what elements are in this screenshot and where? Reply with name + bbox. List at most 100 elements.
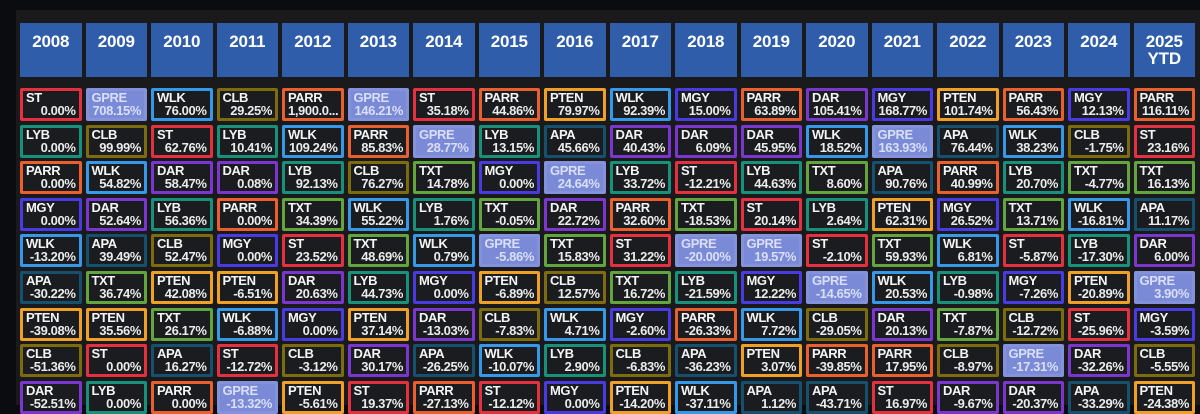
return-cell[interactable]: GPRE 146.21% — [347, 88, 409, 121]
return-cell[interactable]: DAR -13.03% — [413, 307, 475, 341]
return-cell[interactable]: MGY 12.22% — [740, 270, 802, 304]
return-cell[interactable]: PTEN 62.31% — [871, 197, 933, 231]
return-cell[interactable]: LYB -17.30% — [1068, 234, 1130, 268]
return-cell[interactable]: CLB -12.72% — [1002, 307, 1064, 341]
return-cell[interactable]: ST -12.21% — [675, 161, 737, 195]
return-cell[interactable]: DAR -32.26% — [1068, 344, 1130, 378]
return-cell[interactable]: ST 20.14% — [740, 197, 802, 231]
return-cell[interactable]: PARR 0.00% — [216, 197, 278, 231]
return-cell[interactable]: CLB 52.47% — [151, 234, 213, 268]
return-cell[interactable]: TXT 59.93% — [871, 234, 933, 268]
return-cell[interactable]: ST -25.96% — [1068, 307, 1130, 341]
return-cell[interactable]: GPRE -5.86% — [478, 234, 540, 268]
return-cell[interactable]: MGY -3.59% — [1133, 307, 1195, 341]
return-cell[interactable]: PTEN 37.14% — [347, 307, 409, 341]
return-cell[interactable]: MGY 26.52% — [937, 197, 999, 231]
return-cell[interactable]: LYB 2.64% — [806, 197, 868, 231]
return-cell[interactable]: LYB 44.73% — [347, 270, 409, 304]
return-cell[interactable]: MGY 12.13% — [1068, 88, 1130, 121]
return-cell[interactable]: ST -12.12% — [478, 380, 540, 414]
return-cell[interactable]: ST 23.52% — [282, 234, 344, 268]
return-cell[interactable]: APA 11.17% — [1133, 197, 1195, 231]
return-cell[interactable]: PTEN 42.08% — [151, 270, 213, 304]
return-cell[interactable]: CLB -3.12% — [282, 344, 344, 378]
return-cell[interactable]: PTEN -24.38% — [1133, 380, 1195, 414]
return-cell[interactable]: TXT -7.87% — [937, 307, 999, 341]
return-cell[interactable]: LYB 10.41% — [216, 124, 278, 158]
return-cell[interactable]: WLK -10.07% — [478, 344, 540, 378]
return-cell[interactable]: DAR 40.43% — [609, 124, 671, 158]
return-cell[interactable]: TXT 48.69% — [347, 234, 409, 268]
return-cell[interactable]: MGY 15.00% — [675, 88, 737, 121]
return-cell[interactable]: WLK 38.23% — [1002, 124, 1064, 158]
return-cell[interactable]: APA 45.66% — [544, 124, 606, 158]
return-cell[interactable]: DAR 30.17% — [347, 344, 409, 378]
return-cell[interactable]: MGY 0.00% — [413, 270, 475, 304]
return-cell[interactable]: APA 1.12% — [740, 380, 802, 414]
return-cell[interactable]: WLK -16.81% — [1068, 197, 1130, 231]
return-cell[interactable]: PARR 17.95% — [871, 344, 933, 378]
return-cell[interactable]: GPRE 708.15% — [85, 88, 147, 121]
return-cell[interactable]: PARR 56.43% — [1002, 88, 1064, 121]
return-cell[interactable]: MGY -2.60% — [609, 307, 671, 341]
return-cell[interactable]: GPRE -17.31% — [1002, 344, 1064, 378]
return-cell[interactable]: WLK 54.82% — [85, 161, 147, 195]
return-cell[interactable]: ST 16.97% — [871, 380, 933, 414]
return-cell[interactable]: CLB -1.75% — [1068, 124, 1130, 158]
return-cell[interactable]: CLB -6.83% — [609, 344, 671, 378]
return-cell[interactable]: MGY 168.77% — [871, 88, 933, 121]
return-cell[interactable]: APA 39.49% — [85, 234, 147, 268]
return-cell[interactable]: MGY -7.26% — [1002, 270, 1064, 304]
return-cell[interactable]: LYB 0.00% — [20, 124, 82, 158]
return-cell[interactable]: WLK 109.24% — [282, 124, 344, 158]
return-cell[interactable]: LYB 44.63% — [740, 161, 802, 195]
return-cell[interactable]: ST 0.00% — [20, 88, 82, 121]
return-cell[interactable]: PARR 63.89% — [740, 88, 802, 121]
return-cell[interactable]: TXT 26.17% — [151, 307, 213, 341]
return-cell[interactable]: MGY 0.00% — [20, 197, 82, 231]
return-cell[interactable]: PARR -39.85% — [806, 344, 868, 378]
return-cell[interactable]: TXT 15.83% — [544, 234, 606, 268]
return-cell[interactable]: LYB 56.36% — [151, 197, 213, 231]
return-cell[interactable]: PARR -26.33% — [675, 307, 737, 341]
return-cell[interactable]: GPRE 19.57% — [740, 234, 802, 268]
return-cell[interactable]: CLB 29.25% — [216, 88, 278, 121]
return-cell[interactable]: DAR 6.09% — [675, 124, 737, 158]
return-cell[interactable]: GPRE -13.32% — [216, 380, 278, 414]
return-cell[interactable]: DAR 105.41% — [806, 88, 868, 121]
return-cell[interactable]: ST 0.00% — [85, 344, 147, 378]
return-cell[interactable]: TXT -4.77% — [1068, 161, 1130, 195]
return-cell[interactable]: ST 19.37% — [347, 380, 409, 414]
return-cell[interactable]: LYB 33.72% — [609, 161, 671, 195]
return-cell[interactable]: PTEN 79.97% — [544, 88, 606, 121]
return-cell[interactable]: WLK 18.52% — [806, 124, 868, 158]
return-cell[interactable]: PARR 1,900.0... — [282, 88, 344, 121]
return-cell[interactable]: ST -12.72% — [216, 344, 278, 378]
return-cell[interactable]: DAR -9.67% — [937, 380, 999, 414]
return-cell[interactable]: PARR 0.00% — [151, 380, 213, 414]
return-cell[interactable]: TXT 16.13% — [1133, 161, 1195, 195]
return-cell[interactable]: GPRE 3.90% — [1133, 270, 1195, 304]
return-cell[interactable]: PARR 32.60% — [609, 197, 671, 231]
return-cell[interactable]: PTEN -6.51% — [216, 270, 278, 304]
return-cell[interactable]: LYB 1.76% — [413, 197, 475, 231]
return-cell[interactable]: MGY 0.00% — [216, 234, 278, 268]
return-cell[interactable]: PTEN 3.07% — [740, 344, 802, 378]
return-cell[interactable]: LYB 2.90% — [544, 344, 606, 378]
return-cell[interactable]: APA -36.23% — [675, 344, 737, 378]
return-cell[interactable]: CLB -7.83% — [478, 307, 540, 341]
return-cell[interactable]: PTEN 101.74% — [937, 88, 999, 121]
return-cell[interactable]: APA -30.22% — [20, 270, 82, 304]
return-cell[interactable]: PARR 85.83% — [347, 124, 409, 158]
return-cell[interactable]: PARR 40.99% — [937, 161, 999, 195]
return-cell[interactable]: DAR 6.00% — [1133, 234, 1195, 268]
return-cell[interactable]: GPRE -14.65% — [806, 270, 868, 304]
return-cell[interactable]: DAR 20.13% — [871, 307, 933, 341]
return-cell[interactable]: WLK 4.71% — [544, 307, 606, 341]
return-cell[interactable]: WLK -13.20% — [20, 234, 82, 268]
return-cell[interactable]: WLK 0.79% — [413, 234, 475, 268]
return-cell[interactable]: TXT 14.78% — [413, 161, 475, 195]
return-cell[interactable]: APA -26.25% — [413, 344, 475, 378]
return-cell[interactable]: LYB 92.13% — [282, 161, 344, 195]
return-cell[interactable]: TXT 16.72% — [609, 270, 671, 304]
